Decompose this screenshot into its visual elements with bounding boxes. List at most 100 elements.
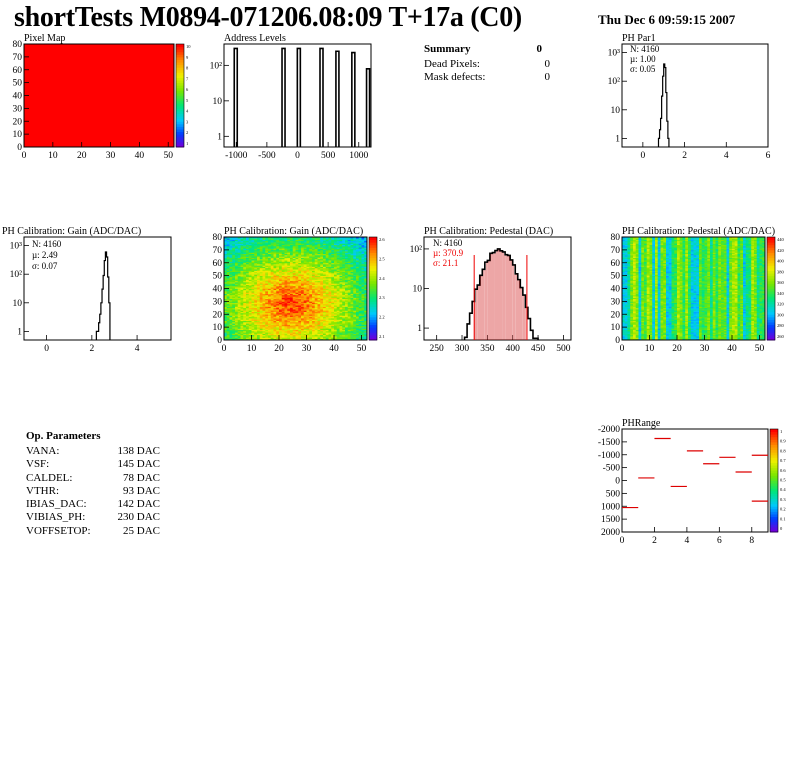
heatmap-cell xyxy=(353,239,357,242)
heatmap-cell xyxy=(320,247,324,249)
heatmap-cell xyxy=(262,323,266,325)
heatmap-cell xyxy=(235,278,239,280)
heatmap-cell xyxy=(345,239,349,242)
heatmap-cell xyxy=(358,337,362,340)
heatmap-cell xyxy=(633,246,637,248)
heatmap-cell xyxy=(328,274,332,276)
heatmap-cell xyxy=(301,267,305,270)
heatmap-cell xyxy=(232,258,236,261)
heatmap-cell xyxy=(317,319,321,321)
heatmap-cell xyxy=(237,327,241,329)
heatmap-cell xyxy=(229,270,233,273)
heatmap-cell xyxy=(265,323,269,325)
heatmap-cell xyxy=(303,273,307,275)
heatmap-cell xyxy=(246,273,250,275)
heatmap-cell xyxy=(317,305,321,307)
plot-frame xyxy=(23,43,175,148)
heatmap-cell xyxy=(364,336,368,338)
heatmap-cell xyxy=(254,315,258,318)
heatmap-cell xyxy=(336,336,340,338)
heatmap-cell xyxy=(323,330,327,333)
heatmap-cell xyxy=(281,256,285,258)
heatmap-cell xyxy=(295,285,299,288)
heatmap-cell xyxy=(336,285,340,288)
heatmap-cell xyxy=(237,265,241,267)
heatmap-cell xyxy=(259,310,263,312)
heatmap-cell xyxy=(339,257,343,260)
heatmap-cell xyxy=(325,287,329,289)
heatmap-cell xyxy=(336,238,340,240)
histogram-fill xyxy=(494,250,498,340)
heatmap-cell xyxy=(323,260,327,262)
heatmap-cell xyxy=(350,273,354,275)
heatmap-cell xyxy=(232,334,236,337)
heatmap-cell xyxy=(334,307,338,310)
heatmap-cell xyxy=(314,271,318,274)
heatmap-cell xyxy=(257,329,261,332)
heatmap-cell xyxy=(630,242,634,244)
heatmap-cell xyxy=(336,303,340,306)
heatmap-cell xyxy=(270,298,274,301)
heatmap-cell xyxy=(232,269,236,271)
heatmap-cell xyxy=(624,293,628,296)
heatmap-cell xyxy=(334,239,338,242)
heatmap-cell xyxy=(290,251,294,253)
heatmap-cell xyxy=(235,239,239,242)
heatmap-cell xyxy=(273,262,277,265)
heatmap-cell xyxy=(276,302,280,305)
heatmap-cell xyxy=(224,336,228,338)
heatmap-cell xyxy=(273,316,277,319)
heatmap-cell xyxy=(342,244,346,247)
heatmap-cell xyxy=(226,279,230,282)
heatmap-cell xyxy=(630,261,634,264)
heatmap-cell xyxy=(226,301,230,303)
heatmap-cell xyxy=(312,255,316,257)
heatmap-cell xyxy=(339,291,343,293)
heatmap-cell xyxy=(229,294,233,297)
palette-cell xyxy=(369,275,377,279)
heatmap-cell xyxy=(290,271,294,274)
heatmap-cell xyxy=(257,285,261,288)
heatmap-cell xyxy=(237,294,241,297)
heatmap-cell xyxy=(345,297,349,300)
heatmap-cell xyxy=(273,314,277,316)
heatmap-cell xyxy=(317,315,321,318)
heatmap-cell xyxy=(301,238,305,240)
heatmap-cell xyxy=(287,325,291,328)
heatmap-cell xyxy=(328,244,332,247)
heatmap-cell xyxy=(229,265,233,267)
heatmap-cell xyxy=(627,285,631,288)
heatmap-cell xyxy=(298,325,302,328)
heatmap-cell xyxy=(358,253,362,256)
param-label: CALDEL: xyxy=(26,471,73,484)
heatmap-cell xyxy=(246,318,250,320)
heatmap-cell xyxy=(248,270,252,273)
heatmap-cell xyxy=(314,262,318,265)
heatmap-cell xyxy=(633,274,637,276)
heatmap-cell xyxy=(361,274,365,276)
heatmap-cell xyxy=(257,310,261,312)
heatmap-cell xyxy=(339,251,343,253)
heatmap-cell xyxy=(339,300,343,302)
heatmap-cell xyxy=(251,262,255,265)
heatmap-cell xyxy=(347,256,351,258)
palette-cell xyxy=(176,108,184,112)
heatmap-cell xyxy=(323,258,327,261)
heatmap-cell xyxy=(301,279,305,282)
heatmap-cell xyxy=(224,303,228,306)
heatmap-cell xyxy=(328,285,332,288)
heatmap-cell xyxy=(309,300,313,302)
heatmap-cell xyxy=(345,271,349,274)
heatmap-cell xyxy=(325,316,329,319)
heatmap-cell xyxy=(235,314,239,316)
heatmap-cell xyxy=(287,292,291,294)
heatmap-cell xyxy=(356,307,360,310)
heatmap-cell xyxy=(232,249,236,252)
heatmap-cell xyxy=(624,314,628,316)
palette-cell xyxy=(176,74,184,78)
x-tick-label: 0 xyxy=(222,344,227,354)
y-tick-label: 10 xyxy=(611,106,621,116)
heatmap-cell xyxy=(325,327,329,329)
heatmap-cell xyxy=(232,282,236,284)
heatmap-cell xyxy=(358,273,362,275)
